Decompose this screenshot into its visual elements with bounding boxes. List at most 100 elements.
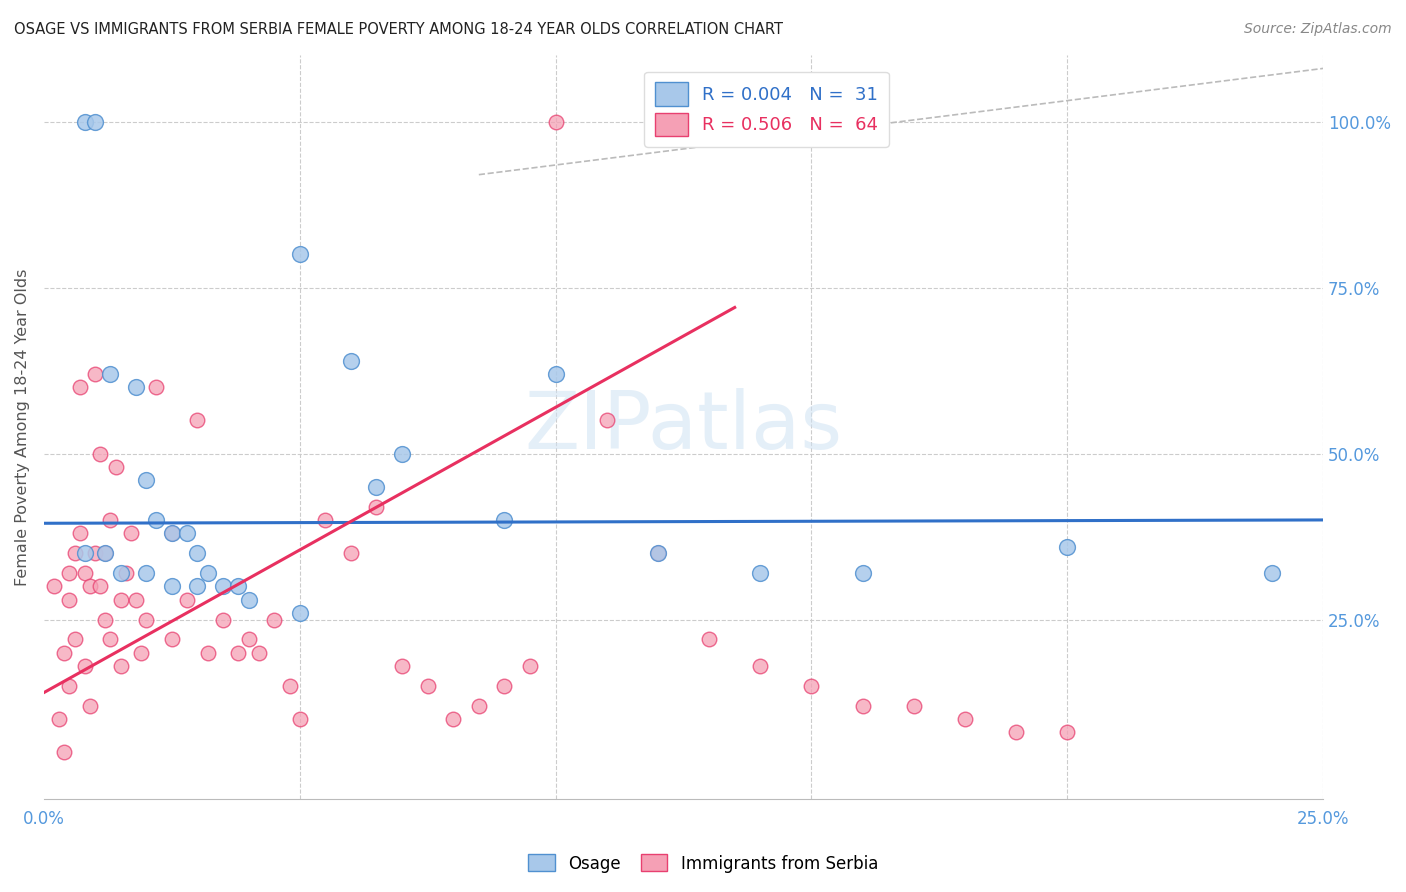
- Text: ZIPatlas: ZIPatlas: [524, 388, 842, 466]
- Point: [288, 247, 311, 261]
- Point: [1056, 725, 1078, 739]
- Point: [135, 613, 157, 627]
- Legend: R = 0.004   N =  31, R = 0.506   N =  64: R = 0.004 N = 31, R = 0.506 N = 64: [644, 71, 889, 147]
- Point: [441, 712, 464, 726]
- Point: [340, 353, 363, 368]
- Point: [903, 698, 925, 713]
- Point: [186, 546, 208, 560]
- Point: [391, 659, 413, 673]
- Text: OSAGE VS IMMIGRANTS FROM SERBIA FEMALE POVERTY AMONG 18-24 YEAR OLDS CORRELATION: OSAGE VS IMMIGRANTS FROM SERBIA FEMALE P…: [14, 22, 783, 37]
- Point: [468, 698, 491, 713]
- Point: [314, 513, 336, 527]
- Point: [58, 566, 80, 580]
- Point: [212, 579, 235, 593]
- Point: [544, 114, 567, 128]
- Point: [197, 646, 219, 660]
- Point: [247, 646, 270, 660]
- Point: [494, 513, 516, 527]
- Point: [519, 659, 541, 673]
- Point: [160, 526, 183, 541]
- Point: [100, 513, 122, 527]
- Point: [160, 632, 183, 647]
- Y-axis label: Female Poverty Among 18-24 Year Olds: Female Poverty Among 18-24 Year Olds: [15, 268, 30, 586]
- Point: [212, 613, 235, 627]
- Point: [48, 712, 70, 726]
- Point: [197, 566, 219, 580]
- Point: [73, 114, 96, 128]
- Point: [340, 546, 363, 560]
- Point: [110, 592, 132, 607]
- Point: [145, 513, 167, 527]
- Point: [852, 698, 875, 713]
- Point: [278, 679, 301, 693]
- Point: [53, 745, 76, 759]
- Point: [852, 566, 875, 580]
- Point: [100, 632, 122, 647]
- Text: Source: ZipAtlas.com: Source: ZipAtlas.com: [1244, 22, 1392, 37]
- Point: [800, 679, 823, 693]
- Point: [84, 367, 107, 381]
- Point: [58, 592, 80, 607]
- Point: [69, 526, 91, 541]
- Point: [544, 367, 567, 381]
- Point: [94, 546, 117, 560]
- Point: [114, 566, 136, 580]
- Point: [110, 566, 132, 580]
- Point: [647, 546, 669, 560]
- Point: [58, 679, 80, 693]
- Point: [749, 659, 772, 673]
- Point: [1056, 540, 1078, 554]
- Point: [749, 566, 772, 580]
- Point: [1261, 566, 1284, 580]
- Point: [63, 632, 86, 647]
- Point: [238, 592, 260, 607]
- Point: [79, 579, 101, 593]
- Point: [160, 579, 183, 593]
- Point: [596, 413, 619, 427]
- Point: [69, 380, 91, 394]
- Point: [94, 613, 117, 627]
- Point: [288, 606, 311, 620]
- Point: [494, 679, 516, 693]
- Point: [84, 114, 107, 128]
- Point: [79, 698, 101, 713]
- Point: [89, 446, 111, 460]
- Point: [186, 579, 208, 593]
- Point: [1005, 725, 1028, 739]
- Point: [63, 546, 86, 560]
- Point: [366, 480, 388, 494]
- Point: [228, 646, 250, 660]
- Point: [120, 526, 142, 541]
- Point: [135, 566, 157, 580]
- Point: [73, 659, 96, 673]
- Point: [228, 579, 250, 593]
- Point: [53, 646, 76, 660]
- Point: [94, 546, 117, 560]
- Point: [145, 380, 167, 394]
- Point: [104, 459, 127, 474]
- Point: [953, 712, 976, 726]
- Point: [160, 526, 183, 541]
- Point: [366, 500, 388, 514]
- Point: [647, 546, 669, 560]
- Point: [125, 380, 148, 394]
- Point: [89, 579, 111, 593]
- Point: [73, 566, 96, 580]
- Point: [391, 446, 413, 460]
- Point: [416, 679, 439, 693]
- Point: [110, 659, 132, 673]
- Point: [73, 546, 96, 560]
- Point: [176, 592, 198, 607]
- Point: [697, 632, 720, 647]
- Point: [125, 592, 148, 607]
- Point: [42, 579, 65, 593]
- Point: [129, 646, 152, 660]
- Point: [100, 367, 122, 381]
- Legend: Osage, Immigrants from Serbia: Osage, Immigrants from Serbia: [522, 847, 884, 880]
- Point: [135, 473, 157, 487]
- Point: [238, 632, 260, 647]
- Point: [288, 712, 311, 726]
- Point: [263, 613, 285, 627]
- Point: [186, 413, 208, 427]
- Point: [176, 526, 198, 541]
